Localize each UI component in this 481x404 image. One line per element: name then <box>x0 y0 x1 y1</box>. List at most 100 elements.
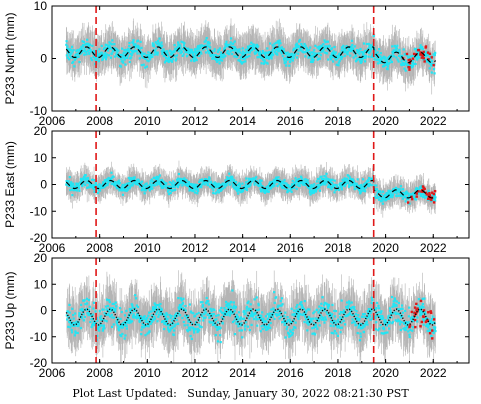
observation-point <box>109 56 113 59</box>
observation-point <box>182 44 185 47</box>
observation-point <box>94 182 98 185</box>
observation-point <box>401 192 404 195</box>
observation-point <box>126 49 130 52</box>
observation-point <box>280 185 283 188</box>
observation-point <box>104 180 107 184</box>
observation-point <box>336 186 339 189</box>
observation-point <box>213 181 216 184</box>
observation-point <box>381 202 384 205</box>
x-tick-label: 2014 <box>229 241 256 255</box>
observation-point <box>104 52 107 55</box>
observation-point <box>382 190 385 193</box>
observation-point <box>193 56 196 60</box>
observation-point <box>321 180 324 184</box>
observation-point <box>300 42 303 46</box>
observation-point <box>80 178 83 182</box>
observation-point <box>274 180 277 183</box>
observation-point <box>170 60 174 63</box>
observation-point <box>386 65 390 68</box>
observation-point <box>176 46 179 49</box>
observation-point <box>362 178 365 181</box>
outlier-point <box>405 52 409 56</box>
observation-point <box>183 48 186 51</box>
observation-point <box>116 180 120 183</box>
observation-point <box>337 61 340 64</box>
observation-point <box>277 176 280 179</box>
observation-point <box>349 177 352 181</box>
observation-point <box>237 187 240 190</box>
observation-point <box>182 41 185 44</box>
observation-point <box>361 189 364 192</box>
outlier-point <box>423 187 426 191</box>
observation-point <box>373 58 376 61</box>
observation-point <box>192 51 195 54</box>
observation-point <box>344 48 347 51</box>
outlier-point <box>423 60 426 63</box>
outlier-point <box>416 48 420 52</box>
observation-point <box>358 53 361 56</box>
outlier-point <box>421 54 425 57</box>
observation-point <box>269 42 272 45</box>
observation-point <box>88 52 91 56</box>
observation-point <box>140 64 143 67</box>
observation-point <box>227 43 230 46</box>
observation-point <box>350 39 354 42</box>
observation-point <box>231 181 234 185</box>
observation-point <box>388 61 391 64</box>
observation-point <box>317 183 320 187</box>
observation-point <box>361 58 364 61</box>
observation-point <box>107 47 110 50</box>
observation-point <box>69 49 72 52</box>
observation-point <box>215 191 218 194</box>
observation-point <box>175 57 178 60</box>
observation-point <box>70 45 74 48</box>
observation-point <box>70 184 74 187</box>
observation-point <box>274 49 277 52</box>
y-tick-label: 0 <box>40 178 47 192</box>
observation-point <box>378 58 382 61</box>
observation-point <box>270 51 273 54</box>
observation-point <box>259 56 262 59</box>
x-tick-label: 2022 <box>420 241 447 255</box>
observation-point <box>323 39 326 42</box>
observation-point <box>370 55 373 59</box>
observation-point <box>272 178 275 182</box>
observation-point <box>355 55 358 58</box>
observation-point <box>152 45 156 48</box>
observation-point <box>172 189 175 192</box>
observation-point <box>260 188 263 191</box>
observation-point <box>287 55 291 58</box>
x-tick-label: 2020 <box>372 114 399 128</box>
outlier-point <box>410 197 414 201</box>
y-tick-label: 0 <box>40 52 47 66</box>
observation-point <box>369 43 372 47</box>
observation-point <box>72 185 76 188</box>
observation-point <box>85 42 88 45</box>
observation-point <box>115 48 119 51</box>
observation-point <box>330 181 334 185</box>
observation-point <box>254 51 257 55</box>
observation-point <box>113 47 116 50</box>
observation-point <box>249 177 252 181</box>
observation-point <box>367 179 370 183</box>
observation-point <box>430 64 433 67</box>
observation-point <box>163 50 166 53</box>
observation-point <box>378 195 381 198</box>
observation-point <box>411 54 414 57</box>
observation-point <box>198 54 201 57</box>
observation-point <box>410 193 413 196</box>
observation-point <box>245 181 248 184</box>
observation-point <box>152 183 155 186</box>
observation-point <box>378 60 381 63</box>
observation-point <box>364 49 367 52</box>
observation-point <box>255 50 258 53</box>
observation-point <box>273 180 276 183</box>
observation-point <box>135 49 138 53</box>
observation-point <box>185 179 188 183</box>
observation-point <box>295 44 298 47</box>
observation-point <box>391 196 394 199</box>
observation-point <box>434 51 437 54</box>
observation-point <box>97 60 100 63</box>
observation-point <box>309 46 312 49</box>
observation-point <box>192 183 195 186</box>
